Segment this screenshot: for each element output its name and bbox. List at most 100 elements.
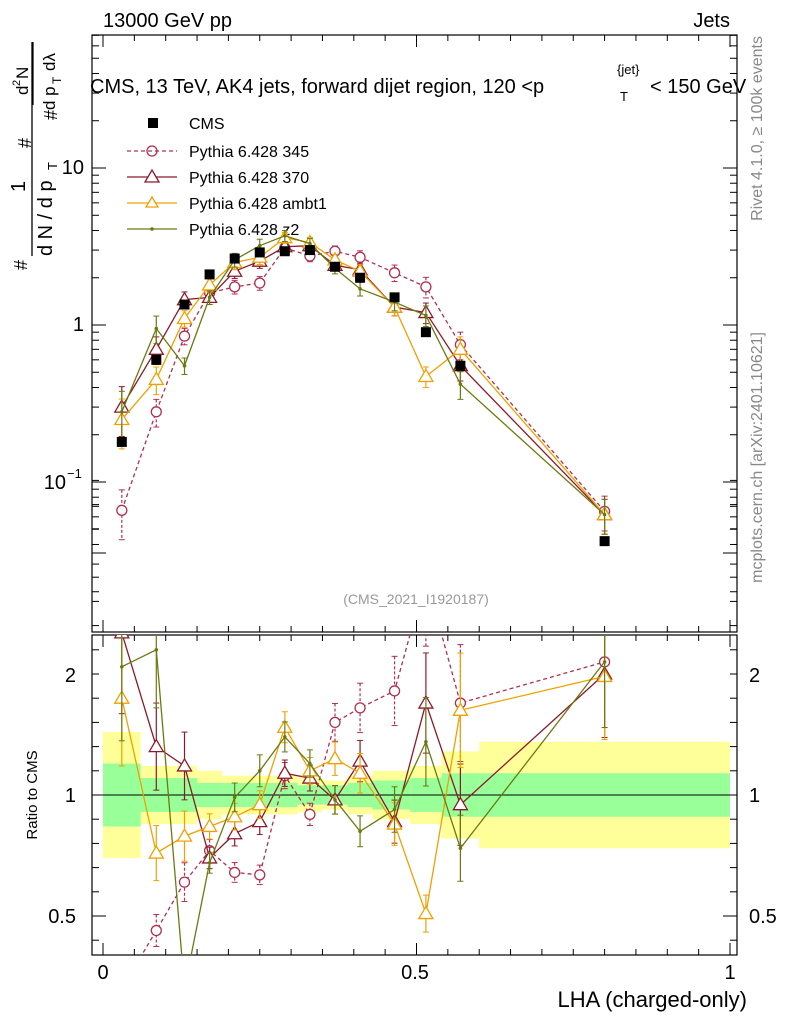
legend: CMS Pythia 6.428 345 Pythia 6.428 370 Py… [127, 116, 327, 239]
ratio-series-3-point [308, 761, 312, 766]
main-series-3-point [308, 241, 312, 246]
main-series-0-point [254, 277, 266, 289]
ratio-series-2-point [452, 702, 469, 716]
ratio-tick-label-2-right: 2 [749, 665, 760, 687]
svg-text:1: 1 [8, 181, 30, 192]
ratio-series-3-point [257, 769, 262, 773]
svg-text:d N / d p: d N / d p [35, 180, 57, 256]
ratio-series-3-point [458, 846, 463, 851]
legend-label-cms: CMS [189, 116, 225, 133]
cms-data-point [279, 246, 290, 257]
svg-text:#: # [11, 260, 31, 270]
main-plot-data [113, 229, 613, 547]
ratio-series-0-point [388, 685, 401, 697]
y-tick-label-1: 1 [73, 314, 84, 336]
ratio-tick-label-1-right: 1 [749, 785, 760, 807]
main-series-2-point [417, 368, 435, 383]
main-series-0-line [121, 247, 606, 512]
legend-item-z2: Pythia 6.428 z2 [127, 222, 299, 239]
ratio-series-2-point [226, 808, 243, 823]
x-tick-label-0: 0 [97, 962, 108, 984]
ratio-series-0-point [229, 866, 241, 879]
ratio-series-3-point [392, 807, 397, 812]
ratio-series-2-point [351, 764, 369, 779]
y-tick-label-10: 10 [62, 157, 84, 179]
legend-item-345: Pythia 6.428 345 [127, 144, 309, 161]
ratio-series-3-point [358, 829, 362, 834]
main-series-2-point [176, 310, 193, 325]
x-tick-label-0.5: 0.5 [401, 962, 429, 984]
plot-title: CMS, 13 TeV, AK4 jets, forward dijet reg… [90, 62, 747, 104]
ratio-series-2-point [201, 818, 218, 833]
ratio-series-3-line [121, 648, 606, 955]
cms-data-point [355, 272, 366, 283]
axis-ticks [92, 34, 737, 955]
main-series-2-point [452, 341, 469, 355]
svg-text:2: 2 [11, 80, 23, 86]
ratio-series-2-point [251, 796, 268, 811]
ratio-series-0-point [304, 808, 316, 821]
main-series-3-point [283, 233, 287, 238]
main-series-2-point [148, 371, 165, 386]
header-jets-label: Jets [693, 10, 730, 32]
mcplots-citation-label: mcplots.cern.ch [arXiv:2401.10621] [749, 332, 766, 583]
main-series-0-point [150, 406, 162, 418]
ratio-series-1-line [121, 635, 606, 860]
ratio-series-1-point [176, 757, 193, 772]
ratio-tick-label-2: 2 [65, 665, 76, 687]
ratio-series-3-point [154, 648, 159, 652]
svg-text:d: d [13, 86, 32, 95]
cms-data-point [116, 436, 127, 447]
main-series-0-point [354, 251, 366, 263]
main-series-0-point [420, 281, 432, 293]
legend-item-ambt1: Pythia 6.428 ambt1 [127, 195, 327, 213]
ratio-series-3-group [118, 635, 608, 991]
legend-label-345: Pythia 6.428 345 [189, 144, 309, 161]
ratio-series-0-point [421, 572, 431, 582]
svg-text:d p: d p [40, 86, 59, 110]
legend-label-z2: Pythia 6.428 z2 [189, 222, 299, 239]
main-series-0-point [388, 267, 401, 279]
header-energy-label: 13000 GeV pp [103, 10, 232, 32]
cms-data-point [329, 261, 340, 272]
analysis-id: (CMS_2021_I1920187) [343, 591, 489, 607]
legend-label-370: Pythia 6.428 370 [189, 170, 309, 187]
ratio-series-3-point [424, 739, 428, 744]
svg-text:T: T [50, 76, 64, 84]
legend-marker-z2 [150, 227, 154, 231]
cms-data-point [304, 245, 315, 256]
ratio-series-0-point [329, 716, 341, 729]
svg-text:#: # [41, 110, 61, 120]
ratio-series-1-point [452, 796, 469, 811]
ratio-axis-label: Ratio to CMS [24, 750, 41, 839]
ratio-series-3-point [207, 860, 212, 865]
main-series-0-point [229, 281, 241, 293]
legend-marker-370 [143, 168, 161, 183]
main-series-1-group [113, 237, 613, 535]
main-series-3-point [602, 512, 607, 517]
ratio-series-2-group [113, 635, 613, 933]
ratio-series-3-point [283, 735, 287, 739]
ratio-series-0-point [354, 702, 366, 714]
ratio-series-2-point [326, 750, 344, 765]
ratio-series-3-point [183, 987, 187, 991]
svg-text:#: # [15, 138, 35, 148]
main-series-3-point [424, 313, 428, 318]
main-series-1-point [226, 262, 243, 277]
legend-item-370: Pythia 6.428 370 [127, 168, 309, 187]
main-series-2-point [201, 276, 218, 291]
ratio-series-3-point [333, 798, 337, 802]
x-axis-label: LHA (charged-only) [557, 987, 747, 1012]
main-series-3-point [358, 287, 362, 291]
ratio-series-2-point [148, 844, 165, 859]
main-series-1-point [148, 341, 165, 355]
cms-data-point [151, 354, 162, 365]
ratio-series-0-point [150, 924, 162, 937]
ratio-series-1-point [251, 813, 268, 828]
legend-marker-cms [148, 118, 158, 128]
rivet-version-label: Rivet 4.1.0, ≥ 100k events [749, 36, 766, 221]
main-series-0-point [116, 504, 128, 516]
main-series-3-point [120, 409, 124, 414]
